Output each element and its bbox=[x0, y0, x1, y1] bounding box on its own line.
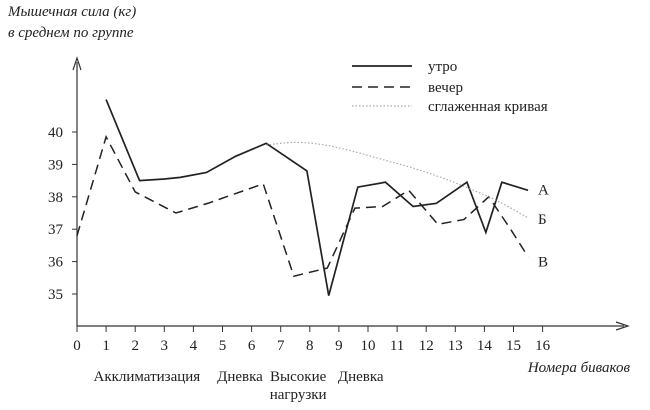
x-tick-label: 5 bbox=[219, 338, 227, 354]
x-tick-label: 10 bbox=[361, 338, 376, 354]
phase-annotation: Дневка bbox=[217, 369, 263, 385]
series-end-label-evening: В bbox=[538, 255, 548, 271]
legend-label: вечер bbox=[428, 80, 463, 96]
x-tick-label: 2 bbox=[131, 338, 139, 354]
y-tick-label: 37 bbox=[48, 222, 64, 238]
x-tick-label: 8 bbox=[306, 338, 314, 354]
x-tick-label: 14 bbox=[477, 338, 493, 354]
series-end-label-morning: А bbox=[538, 182, 549, 198]
y-tick-label: 36 bbox=[48, 255, 64, 271]
legend-label: утро bbox=[428, 59, 457, 75]
x-axis-label: Номера биваков bbox=[527, 360, 631, 376]
phase-annotation: Акклиматизация bbox=[93, 369, 200, 385]
phase-annotation: Высокие bbox=[270, 369, 327, 385]
x-tick-label: 9 bbox=[335, 338, 343, 354]
legend: утро вечер сглаженная кривая bbox=[352, 59, 548, 115]
x-tick-label: 1 bbox=[102, 338, 110, 354]
x-tick-label: 4 bbox=[190, 338, 198, 354]
y-axis-label: Мышечная сила (кг) bbox=[7, 4, 136, 20]
y-axis-label: в среднем по группе bbox=[8, 25, 134, 41]
series-line-smoothed bbox=[266, 141, 529, 219]
y-tick-label: 35 bbox=[48, 287, 63, 303]
y-tick-label: 38 bbox=[48, 190, 63, 206]
x-tick-label: 0 bbox=[73, 338, 81, 354]
x-tick-label: 11 bbox=[390, 338, 404, 354]
labels: Мышечная сила (кг) в среднем по группе Ном… bbox=[7, 4, 630, 403]
x-tick-label: 12 bbox=[419, 338, 434, 354]
y-axis-arrow bbox=[72, 56, 82, 71]
x-tick-label: 7 bbox=[277, 338, 285, 354]
y-tick-label: 39 bbox=[48, 157, 63, 173]
x-tick-label: 13 bbox=[448, 338, 463, 354]
y-tick-label: 40 bbox=[48, 125, 63, 141]
phase-annotation: нагрузки bbox=[270, 387, 327, 403]
axes bbox=[72, 56, 630, 331]
x-tick-label: 6 bbox=[248, 338, 256, 354]
x-axis-arrow bbox=[615, 321, 630, 331]
x-tick-label: 3 bbox=[161, 338, 169, 354]
x-tick-label: 16 bbox=[535, 338, 551, 354]
legend-label: сглаженная кривая bbox=[428, 99, 548, 115]
series-line-evening bbox=[76, 134, 529, 278]
series-line-morning bbox=[105, 99, 529, 296]
series-lines: А В Б bbox=[76, 99, 549, 296]
phase-annotation: Дневка bbox=[338, 369, 384, 385]
series-end-label-smoothed: Б bbox=[538, 212, 547, 228]
x-tick-label: 15 bbox=[506, 338, 521, 354]
